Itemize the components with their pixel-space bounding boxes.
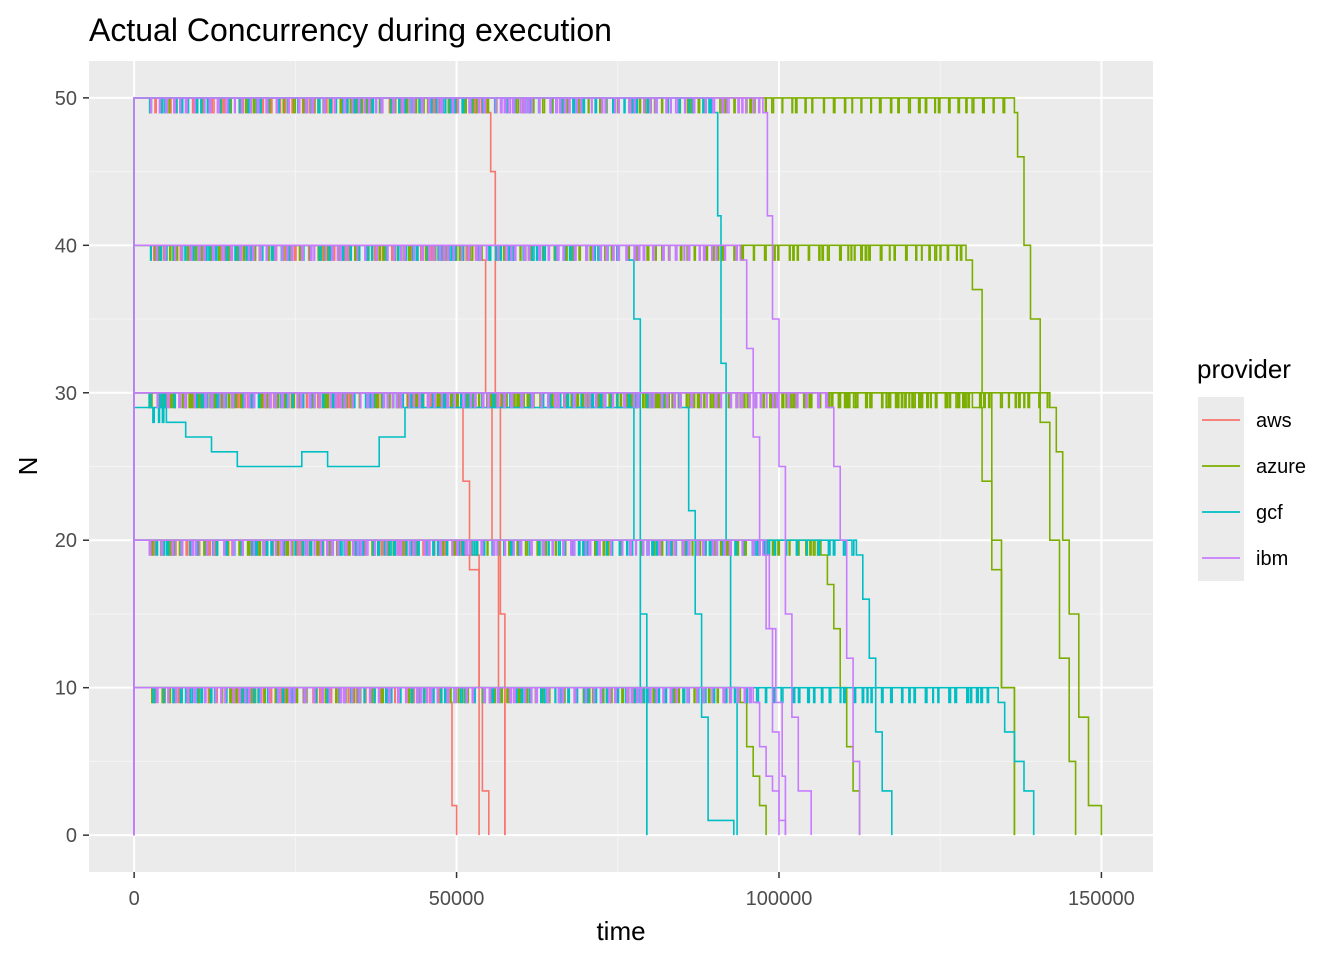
legend-item-azure: azure: [1198, 443, 1306, 489]
x-axis: 0 50000 100000 150000: [129, 872, 1135, 910]
legend-label: gcf: [1256, 502, 1283, 524]
series-ibm: [133, 97, 861, 836]
series-line-azure: [133, 539, 861, 836]
x-tick-label: 150000: [1068, 888, 1135, 910]
y-tick-label: 30: [55, 383, 77, 405]
legend: provider aws azure gcf ibm: [1197, 354, 1306, 581]
y-tick-label: 0: [66, 825, 77, 847]
series-line-ibm: [133, 244, 780, 836]
series-line-ibm: [133, 97, 812, 836]
legend-items: aws azure gcf ibm: [1198, 397, 1306, 581]
y-axis-title: N: [13, 457, 43, 476]
legend-label: azure: [1256, 456, 1306, 478]
legend-label: ibm: [1256, 548, 1288, 570]
y-axis: 0 10 20 30 40 50: [55, 88, 89, 847]
y-tick-label: 20: [55, 530, 77, 552]
legend-label: aws: [1256, 410, 1292, 432]
y-tick-label: 10: [55, 678, 77, 700]
series-layer: [133, 97, 1103, 836]
series-line-azure: [133, 97, 1077, 836]
y-tick-label: 40: [55, 235, 77, 257]
x-tick-label: 100000: [746, 888, 813, 910]
legend-item-ibm: ibm: [1198, 535, 1288, 581]
x-tick-label: 0: [129, 888, 140, 910]
legend-item-gcf: gcf: [1198, 489, 1283, 535]
chart-title: Actual Concurrency during execution: [89, 12, 612, 48]
series-line-ibm: [133, 686, 787, 836]
legend-title: provider: [1197, 354, 1291, 384]
grid-minor: [89, 61, 1153, 872]
x-tick-label: 50000: [429, 888, 485, 910]
series-line-gcf: [133, 244, 648, 836]
x-axis-title: time: [596, 916, 645, 946]
series-line-ibm: [133, 392, 861, 836]
legend-item-aws: aws: [1198, 397, 1292, 443]
series-line-ibm: [133, 539, 787, 836]
y-tick-label: 50: [55, 88, 77, 110]
